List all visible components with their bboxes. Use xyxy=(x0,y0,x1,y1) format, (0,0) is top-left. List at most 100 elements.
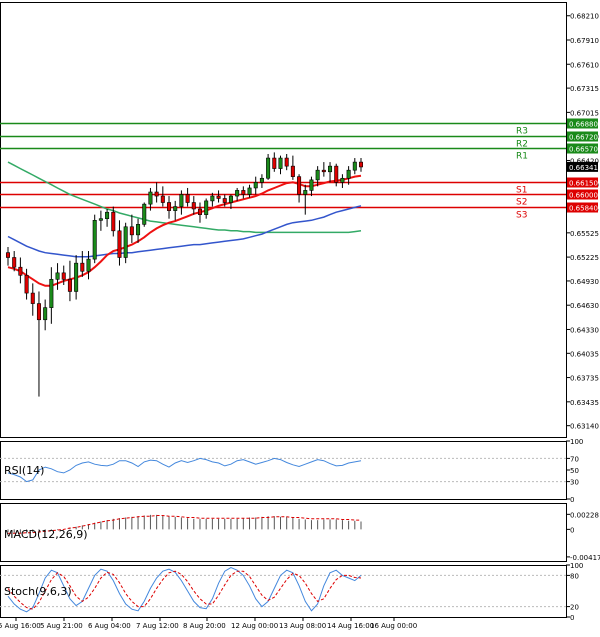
stoch-tick-label: 80 xyxy=(570,572,579,580)
candle-body xyxy=(111,211,116,232)
candle-body xyxy=(309,179,314,191)
candle-body xyxy=(340,177,345,183)
macd-signal-line xyxy=(8,515,361,534)
y-tick-label: 0.63735 xyxy=(570,375,599,383)
candle-body xyxy=(179,194,184,207)
candle-body xyxy=(228,195,233,203)
candle-body xyxy=(278,157,283,169)
candle-body xyxy=(358,161,364,168)
x-tick-label: 13 Aug 08:00 xyxy=(279,622,326,630)
y-tick-label: 0.64035 xyxy=(570,350,599,358)
candle-body xyxy=(346,169,351,179)
rsi-line xyxy=(7,457,362,483)
candle-body xyxy=(92,220,97,260)
candle-body xyxy=(18,266,23,276)
ma-red-line xyxy=(7,174,362,287)
candle-body xyxy=(129,226,134,236)
candle-body xyxy=(117,230,122,258)
candle-body xyxy=(67,279,72,292)
candle-body xyxy=(334,165,339,183)
y-tick-label: 0.67610 xyxy=(570,61,599,69)
level-name-r2: R2 xyxy=(516,140,528,150)
pane-main xyxy=(0,2,567,438)
x-tick-label: 6 Aug 04:00 xyxy=(88,622,131,630)
candle-body xyxy=(303,190,308,195)
candle-body xyxy=(142,203,147,225)
candle-body xyxy=(30,292,35,304)
stoch-d-line xyxy=(7,570,362,610)
candle-body xyxy=(241,190,246,195)
y-tick-label: 0.64930 xyxy=(570,278,599,286)
candle-body xyxy=(55,272,60,280)
candle-body xyxy=(328,165,333,173)
candle-body xyxy=(98,218,103,221)
level-name-s3: S3 xyxy=(516,211,527,221)
x-tick-label: 5 Aug 21:00 xyxy=(40,622,83,630)
candle-body xyxy=(222,198,227,203)
level-tag-label-r3: 0.66880 xyxy=(569,121,598,129)
candle-body xyxy=(216,195,221,199)
candle-body xyxy=(315,169,320,181)
level-tag-s3 xyxy=(567,202,598,213)
candle-body xyxy=(61,272,66,280)
pane-rsi xyxy=(0,441,567,500)
y-tick-label: 0.64330 xyxy=(570,326,599,334)
x-tick-label: 16 Aug 00:00 xyxy=(370,622,417,630)
candle-body xyxy=(36,303,41,321)
level-tag-s2 xyxy=(567,189,598,200)
rsi-tick-label: 30 xyxy=(570,479,579,487)
candle-body xyxy=(191,202,196,210)
candle-body xyxy=(74,262,79,292)
level-tag-label-s1: 0.66150 xyxy=(569,180,598,188)
current-price-label: 0.66341 xyxy=(569,164,598,172)
y-tick-label: 0.65225 xyxy=(570,254,599,262)
stoch-k-line xyxy=(7,567,362,613)
candle-body xyxy=(297,176,302,195)
candle-body xyxy=(43,307,48,321)
candle-body xyxy=(160,195,165,203)
candle-body xyxy=(24,274,29,294)
y-tick-label: 0.67015 xyxy=(570,109,599,117)
macd-tick-label: -0.004178 xyxy=(570,554,600,562)
level-name-s1: S1 xyxy=(516,186,527,196)
candle-body xyxy=(185,194,190,203)
y-tick-label: 0.63435 xyxy=(570,399,599,407)
x-tick-label: 8 Aug 20:00 xyxy=(183,622,226,630)
rsi-label: RSI(14) xyxy=(4,464,44,477)
candle-body xyxy=(173,206,178,211)
pane-macd xyxy=(0,503,567,562)
level-name-r1: R1 xyxy=(516,152,528,162)
x-tick-label: 14 Aug 16:00 xyxy=(327,622,374,630)
y-tick-label: 0.67315 xyxy=(570,85,599,93)
candle-body xyxy=(235,190,240,197)
level-name-s2: S2 xyxy=(516,198,527,208)
level-tag-label-s2: 0.66000 xyxy=(569,192,598,200)
level-tag-label-r1: 0.66570 xyxy=(569,146,598,154)
candle-body xyxy=(259,177,264,183)
x-tick-label: 5 Aug 16:00 xyxy=(0,622,41,630)
level-tag-r1 xyxy=(567,143,598,154)
candle-body xyxy=(290,165,295,177)
candle-body xyxy=(49,279,54,308)
candle-body xyxy=(253,182,258,189)
ma-blue-line xyxy=(7,205,362,258)
y-tick-label: 0.66420 xyxy=(570,157,599,165)
candle-body xyxy=(80,262,85,272)
candle-body xyxy=(136,224,141,236)
y-tick-label: 0.64630 xyxy=(570,302,599,310)
stoch-tick-label: 20 xyxy=(570,604,579,612)
level-tag-s1 xyxy=(567,177,598,188)
rsi-tick-label: 0 xyxy=(570,496,574,504)
candle-body xyxy=(272,157,277,169)
stoch-label: Stoch(9,6,3) xyxy=(4,585,72,598)
current-price-tag xyxy=(567,161,598,172)
candle-body xyxy=(123,226,128,258)
y-tick-label: 0.67910 xyxy=(570,37,599,45)
candle-body xyxy=(86,258,91,272)
rsi-tick-label: 100 xyxy=(570,438,583,446)
level-tag-label-s3: 0.65840 xyxy=(569,205,598,213)
macd-tick-label: 0 xyxy=(570,526,574,534)
level-tag-r2 xyxy=(567,131,598,142)
candle-body xyxy=(167,202,172,211)
